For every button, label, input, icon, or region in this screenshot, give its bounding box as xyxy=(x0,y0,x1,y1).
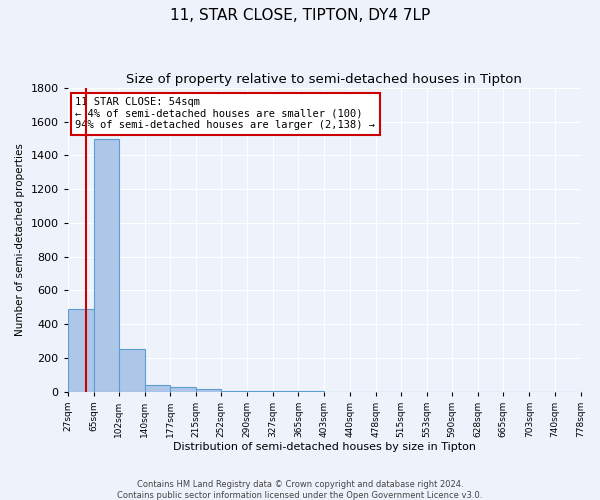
X-axis label: Distribution of semi-detached houses by size in Tipton: Distribution of semi-detached houses by … xyxy=(173,442,476,452)
Bar xyxy=(119,350,145,392)
Text: 11 STAR CLOSE: 54sqm
← 4% of semi-detached houses are smaller (100)
94% of semi-: 11 STAR CLOSE: 54sqm ← 4% of semi-detach… xyxy=(76,97,376,130)
Bar xyxy=(145,385,170,392)
Text: 11, STAR CLOSE, TIPTON, DY4 7LP: 11, STAR CLOSE, TIPTON, DY4 7LP xyxy=(170,8,430,22)
Bar xyxy=(221,390,247,392)
Bar xyxy=(170,388,196,392)
Y-axis label: Number of semi-detached properties: Number of semi-detached properties xyxy=(15,144,25,336)
Bar xyxy=(196,389,221,392)
Text: Contains HM Land Registry data © Crown copyright and database right 2024.
Contai: Contains HM Land Registry data © Crown c… xyxy=(118,480,482,500)
Bar xyxy=(68,309,94,392)
Title: Size of property relative to semi-detached houses in Tipton: Size of property relative to semi-detach… xyxy=(126,72,522,86)
Bar xyxy=(94,138,119,392)
